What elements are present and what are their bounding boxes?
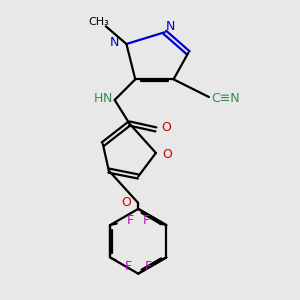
Text: F: F bbox=[124, 260, 131, 273]
Text: C≡N: C≡N bbox=[211, 92, 239, 105]
Text: O: O bbox=[122, 196, 131, 209]
Text: N: N bbox=[166, 20, 175, 33]
Text: F: F bbox=[145, 260, 152, 273]
Text: CH₃: CH₃ bbox=[88, 17, 109, 27]
Text: H: H bbox=[94, 92, 103, 105]
Text: N: N bbox=[110, 36, 119, 49]
Text: F: F bbox=[143, 214, 150, 227]
Text: N: N bbox=[103, 92, 112, 105]
Text: O: O bbox=[161, 122, 171, 134]
Text: F: F bbox=[127, 214, 134, 227]
Text: O: O bbox=[163, 148, 172, 161]
